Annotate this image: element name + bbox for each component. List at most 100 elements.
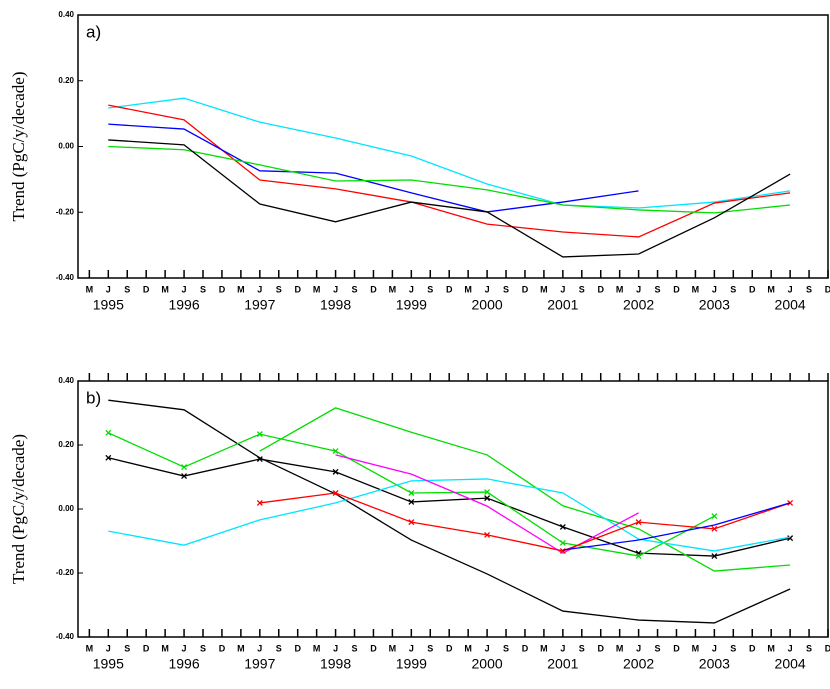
month-tick-label: M	[464, 284, 472, 294]
year-label: 2003	[699, 297, 730, 313]
month-tick-label: M	[540, 643, 548, 653]
month-tick-label: D	[219, 643, 226, 653]
year-label: 1995	[93, 297, 124, 313]
month-tick-label: J	[257, 284, 262, 294]
point-marker	[635, 519, 642, 526]
y-tick-label: 0.20	[58, 76, 74, 85]
month-tick-label: D	[597, 284, 604, 294]
month-tick-label: J	[712, 284, 717, 294]
y-axis-label: Trend (PgC/y/decade)	[9, 72, 28, 222]
point-marker	[408, 519, 415, 526]
month-tick-label: D	[749, 643, 756, 653]
y-tick-label: 0.40	[58, 10, 74, 19]
month-tick-label: D	[219, 284, 226, 294]
point-marker	[559, 539, 566, 546]
month-tick-label: D	[825, 643, 830, 653]
point-marker	[105, 454, 112, 461]
month-tick-label: M	[692, 284, 700, 294]
month-tick-label: M	[767, 284, 775, 294]
month-tick-label: M	[464, 643, 472, 653]
month-tick-label: S	[730, 643, 736, 653]
month-tick-label: D	[294, 284, 301, 294]
year-label: 2001	[547, 656, 578, 672]
year-label: 2002	[623, 297, 654, 313]
month-tick-label: J	[409, 643, 414, 653]
series-line	[108, 123, 639, 213]
year-label: 1995	[93, 656, 124, 672]
month-tick-label: J	[106, 643, 111, 653]
point-marker	[711, 513, 718, 519]
month-tick-label: D	[370, 643, 377, 653]
month-tick-label: M	[86, 284, 94, 294]
month-tick-label: S	[503, 284, 509, 294]
month-tick-label: S	[806, 643, 812, 653]
month-tick-label: M	[389, 284, 397, 294]
year-label: 1996	[168, 656, 199, 672]
month-tick-label: J	[333, 284, 338, 294]
series-line	[108, 457, 791, 557]
point-marker	[484, 495, 491, 502]
month-tick-label: S	[806, 284, 812, 294]
month-tick-label: M	[616, 284, 624, 294]
month-tick-label: S	[352, 284, 358, 294]
y-tick-label: -0.40	[56, 273, 75, 282]
point-marker	[181, 473, 188, 479]
month-tick-label: M	[313, 284, 321, 294]
month-tick-label: S	[503, 643, 509, 653]
point-marker	[332, 490, 339, 496]
year-label: 1998	[320, 656, 351, 672]
series-line	[108, 432, 715, 557]
month-tick-label: S	[427, 643, 433, 653]
month-tick-label: D	[143, 643, 150, 653]
point-marker	[711, 525, 718, 532]
month-tick-label: J	[636, 643, 641, 653]
month-tick-label: J	[182, 284, 187, 294]
year-label: 1996	[168, 297, 199, 313]
point-marker	[332, 468, 339, 475]
month-tick-label: S	[579, 643, 585, 653]
point-marker	[256, 456, 263, 463]
month-tick-label: S	[124, 643, 130, 653]
month-tick-label: J	[257, 643, 262, 653]
month-tick-label: M	[767, 643, 775, 653]
month-tick-label: M	[237, 643, 245, 653]
month-tick-label: D	[143, 284, 150, 294]
panel-label: b)	[86, 388, 101, 407]
year-label: 2000	[472, 656, 503, 672]
month-tick-label: J	[485, 284, 490, 294]
series-line	[108, 145, 791, 214]
year-label: 1997	[244, 656, 275, 672]
series-line	[562, 502, 791, 551]
year-label: 2004	[775, 297, 806, 313]
month-tick-label: J	[560, 284, 565, 294]
month-tick-label: S	[124, 284, 130, 294]
month-tick-label: M	[86, 643, 94, 653]
point-marker	[408, 490, 415, 496]
month-tick-label: J	[636, 284, 641, 294]
month-tick-label: S	[427, 284, 433, 294]
month-tick-label: S	[200, 284, 206, 294]
panel-label: a)	[86, 22, 101, 41]
month-tick-label: M	[237, 284, 245, 294]
year-label: 2000	[472, 297, 503, 313]
point-marker	[332, 448, 339, 455]
point-marker	[256, 431, 263, 438]
plot-frame	[77, 380, 829, 638]
year-label: 2002	[623, 656, 654, 672]
month-tick-label: D	[446, 284, 453, 294]
month-tick-label: S	[655, 643, 661, 653]
month-tick-label: J	[106, 284, 111, 294]
month-tick-label: S	[579, 284, 585, 294]
point-marker	[635, 553, 642, 559]
year-label: 1999	[396, 297, 427, 313]
point-marker	[559, 523, 566, 530]
month-tick-label: M	[161, 643, 169, 653]
month-tick-label: J	[485, 643, 490, 653]
series-line	[108, 97, 791, 209]
month-tick-label: S	[200, 643, 206, 653]
month-tick-label: S	[276, 643, 282, 653]
year-label: 2003	[699, 656, 730, 672]
point-marker	[105, 429, 112, 436]
y-tick-label: -0.40	[56, 632, 75, 641]
